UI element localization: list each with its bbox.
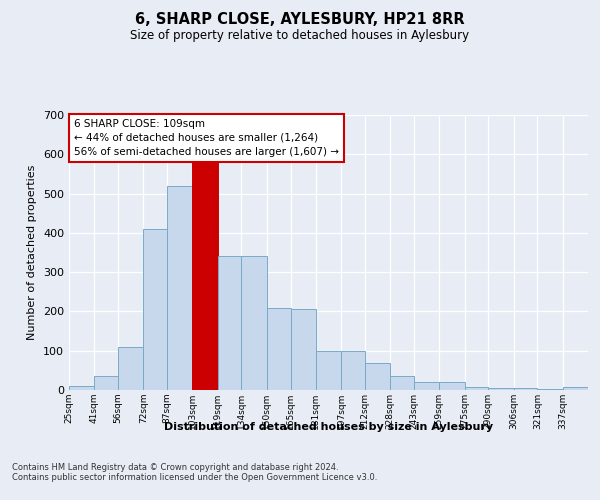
Bar	[464, 387, 488, 390]
Bar	[267, 308, 290, 390]
Bar	[118, 347, 143, 390]
Y-axis label: Number of detached properties: Number of detached properties	[28, 165, 37, 340]
Bar	[143, 229, 167, 390]
Text: 6 SHARP CLOSE: 109sqm
← 44% of detached houses are smaller (1,264)
56% of semi-d: 6 SHARP CLOSE: 109sqm ← 44% of detached …	[74, 119, 339, 157]
Bar	[316, 350, 341, 390]
Bar	[538, 389, 563, 390]
Bar	[488, 388, 514, 390]
Bar	[241, 256, 267, 390]
Text: Distribution of detached houses by size in Aylesbury: Distribution of detached houses by size …	[164, 422, 493, 432]
Bar	[341, 350, 365, 390]
Bar	[439, 382, 464, 390]
Bar	[514, 388, 538, 390]
Bar	[167, 186, 193, 390]
Bar	[563, 387, 588, 390]
Bar	[414, 382, 439, 390]
Text: Size of property relative to detached houses in Aylesbury: Size of property relative to detached ho…	[130, 29, 470, 42]
Bar	[193, 162, 218, 390]
Bar	[69, 386, 94, 390]
Bar	[94, 376, 118, 390]
Text: Contains HM Land Registry data © Crown copyright and database right 2024.
Contai: Contains HM Land Registry data © Crown c…	[12, 462, 377, 482]
Bar	[365, 362, 390, 390]
Bar	[390, 376, 414, 390]
Bar	[218, 256, 241, 390]
Bar	[290, 310, 316, 390]
Text: 6, SHARP CLOSE, AYLESBURY, HP21 8RR: 6, SHARP CLOSE, AYLESBURY, HP21 8RR	[135, 12, 465, 28]
